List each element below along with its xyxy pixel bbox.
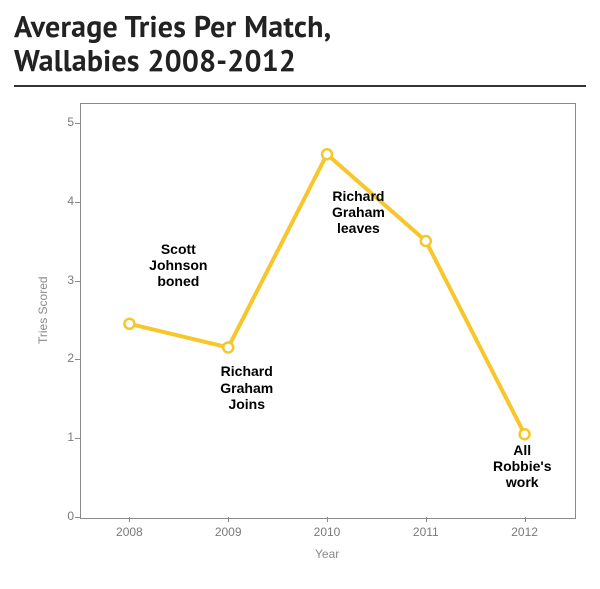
x-tick-label: 2010	[307, 525, 347, 539]
chart-area: 01234520082009201020112012Tries ScoredYe…	[14, 97, 586, 567]
x-tick-label: 2012	[505, 525, 545, 539]
chart-title: Average Tries Per Match,Wallabies 2008-2…	[14, 10, 586, 77]
x-tick-label: 2008	[109, 525, 149, 539]
data-line	[129, 154, 524, 434]
annotation: Scott Johnson boned	[149, 241, 207, 289]
x-tick-label: 2009	[208, 525, 248, 539]
x-tick-label: 2011	[406, 525, 446, 539]
data-point	[223, 343, 233, 353]
x-axis-label: Year	[315, 547, 339, 561]
annotation: All Robbie's work	[493, 442, 552, 490]
data-point	[124, 319, 134, 329]
annotation: Richard Graham Joins	[220, 363, 273, 411]
data-point	[520, 429, 530, 439]
title-rule	[14, 85, 586, 87]
annotation: Richard Graham leaves	[332, 188, 385, 236]
data-point	[322, 149, 332, 159]
data-point	[421, 236, 431, 246]
